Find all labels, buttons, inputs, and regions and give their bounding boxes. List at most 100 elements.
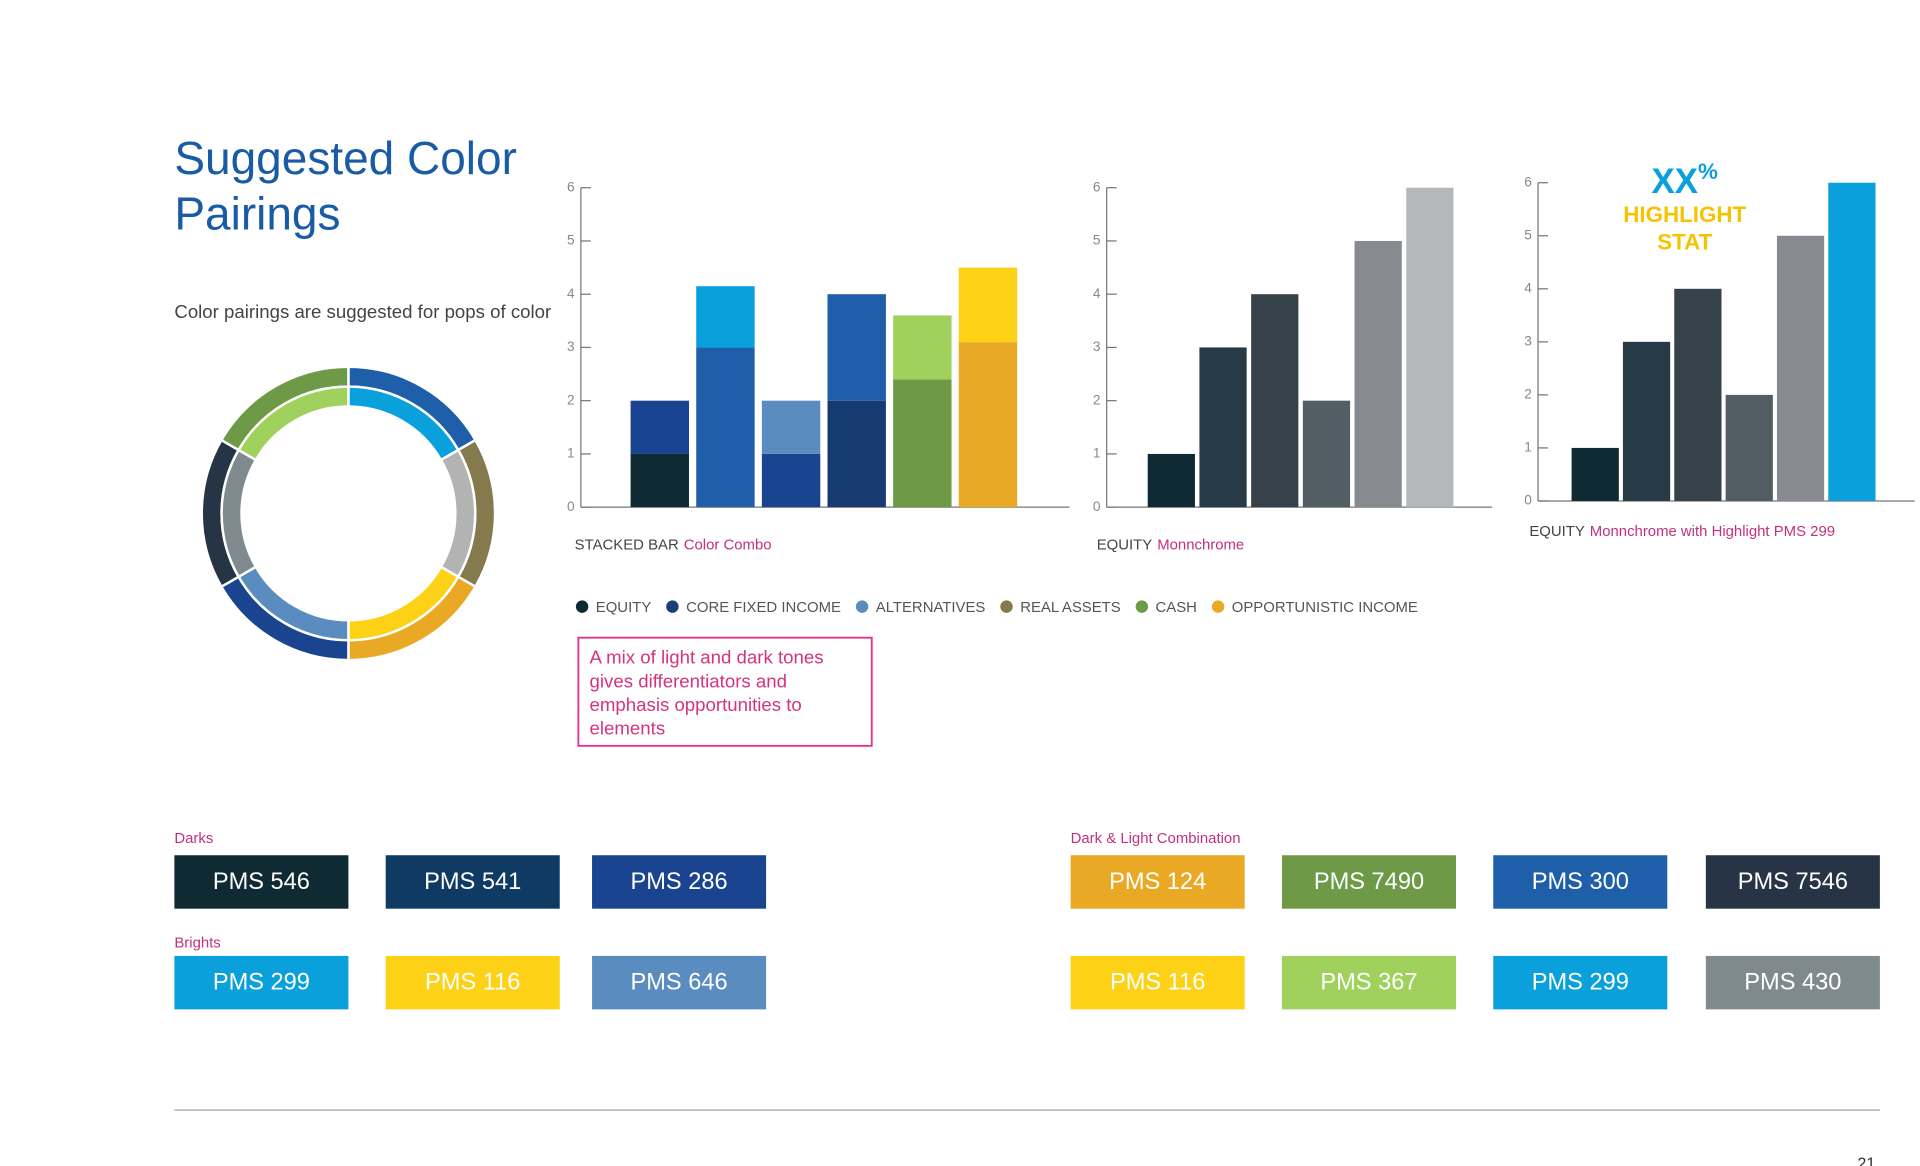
legend-dot	[1211, 600, 1225, 613]
note-line: gives differentiators and	[590, 670, 787, 691]
swatch-name: PMS 116	[1110, 970, 1205, 996]
swatch-group-label: Darks	[174, 831, 213, 847]
legend-label: EQUITY	[596, 600, 652, 616]
color-swatch	[385, 855, 560, 909]
swatch-name: PMS 7546	[1738, 869, 1848, 895]
color-swatch	[592, 855, 767, 909]
bar	[1302, 400, 1351, 508]
y-tick-label: 2	[1093, 392, 1101, 407]
bar	[1622, 341, 1671, 501]
donut-segment	[236, 385, 350, 462]
highlight-stat: XX%	[1652, 159, 1718, 201]
bar-segment	[696, 286, 755, 348]
bar-segment	[893, 379, 952, 508]
y-tick-label: 5	[1524, 227, 1532, 242]
color-swatch	[1705, 855, 1880, 909]
y-tick-label: 1	[1093, 446, 1101, 461]
bar	[1776, 235, 1825, 501]
bar	[1251, 294, 1299, 508]
chart-caption: EQUITY Monnchrome with Highlight PMS 299	[1529, 524, 1835, 540]
bar	[1828, 182, 1876, 501]
y-tick-label: 5	[567, 233, 575, 248]
bar	[1147, 453, 1195, 508]
note-line: elements	[590, 718, 666, 739]
color-swatch	[1281, 955, 1456, 1010]
y-tick-label: 5	[1093, 233, 1101, 248]
title-line: Pairings	[174, 188, 340, 240]
bar-segment	[630, 400, 690, 454]
note-box	[577, 636, 873, 747]
color-swatch	[1070, 955, 1245, 1010]
stat-unit: %	[1698, 159, 1718, 184]
legend-label: ALTERNATIVES	[876, 600, 986, 616]
color-swatch	[592, 955, 767, 1010]
bar-segment	[958, 267, 1018, 343]
bar	[1725, 394, 1773, 501]
note-line: emphasis opportunities to	[590, 694, 802, 715]
y-tick-label: 2	[1524, 386, 1532, 401]
swatch-name: PMS 286	[631, 869, 728, 895]
bar	[1354, 240, 1402, 508]
color-swatch	[1070, 855, 1245, 909]
y-tick-label: 3	[567, 339, 575, 354]
chart-caption: STACKED BAR Color Combo	[575, 538, 772, 554]
legend-dot	[575, 600, 589, 613]
swatch-name: PMS 541	[424, 869, 521, 895]
legend-dot	[666, 600, 679, 613]
swatch-group-label: Dark & Light Combination	[1071, 831, 1241, 847]
bar-segment	[827, 294, 886, 401]
y-tick-label: 4	[567, 286, 575, 301]
y-tick-label: 0	[1524, 493, 1532, 508]
swatch-name: PMS 646	[631, 970, 728, 996]
bar-segment	[630, 453, 690, 508]
swatch-name: PMS 367	[1320, 970, 1417, 996]
swatch-name: PMS 7490	[1314, 869, 1424, 895]
legend-label: REAL ASSETS	[1020, 600, 1121, 616]
stat-label: STAT	[1657, 230, 1712, 255]
y-tick-label: 6	[1093, 179, 1101, 194]
title-line: Suggested Color	[174, 132, 517, 184]
legend-label: CORE FIXED INCOME	[686, 600, 841, 616]
chart-caption: EQUITY Monnchrome	[1097, 538, 1244, 554]
swatch-name: PMS 299	[213, 970, 310, 996]
color-swatch	[1705, 955, 1880, 1010]
color-swatch	[174, 955, 349, 1010]
y-tick-label: 0	[567, 499, 575, 514]
bar-segment	[761, 400, 821, 454]
bar	[1571, 447, 1619, 501]
bar	[1674, 288, 1722, 501]
color-swatch	[385, 955, 560, 1010]
bar-segment	[893, 315, 952, 380]
y-tick-label: 1	[1524, 440, 1532, 455]
y-tick-label: 4	[1093, 286, 1101, 301]
bar-segment	[958, 342, 1018, 508]
y-tick-label: 1	[567, 446, 575, 461]
legend-dot	[855, 600, 869, 613]
legend-dot	[1135, 600, 1149, 613]
y-tick-label: 3	[1093, 339, 1101, 354]
legend-label: OPPORTUNISTIC INCOME	[1232, 600, 1418, 616]
swatch-name: PMS 299	[1532, 970, 1629, 996]
bar-segment	[696, 347, 755, 508]
legend-label: CASH	[1156, 600, 1197, 616]
swatch-name: PMS 430	[1744, 970, 1841, 996]
page-number: 21.	[1857, 1155, 1879, 1166]
stat-value: XX	[1652, 162, 1698, 201]
y-tick-label: 6	[1524, 174, 1532, 189]
swatch-name: PMS 124	[1109, 869, 1206, 895]
swatch-name: PMS 116	[425, 970, 520, 996]
caption-label: EQUITY	[1097, 538, 1153, 554]
y-tick-label: 0	[1093, 499, 1101, 514]
swatch-group-label: Brights	[174, 935, 220, 951]
caption-accent: Monnchrome	[1157, 538, 1244, 554]
caption-accent: Color Combo	[684, 538, 772, 554]
stat-label: HIGHLIGHT	[1623, 202, 1746, 227]
subtitle: Color pairings are suggested for pops of…	[174, 301, 551, 322]
y-tick-label: 6	[567, 179, 575, 194]
caption-accent: Monnchrome with Highlight PMS 299	[1590, 524, 1835, 540]
legend-dot	[1000, 600, 1013, 613]
bar-segment	[761, 453, 821, 508]
color-swatch	[1493, 955, 1668, 1010]
